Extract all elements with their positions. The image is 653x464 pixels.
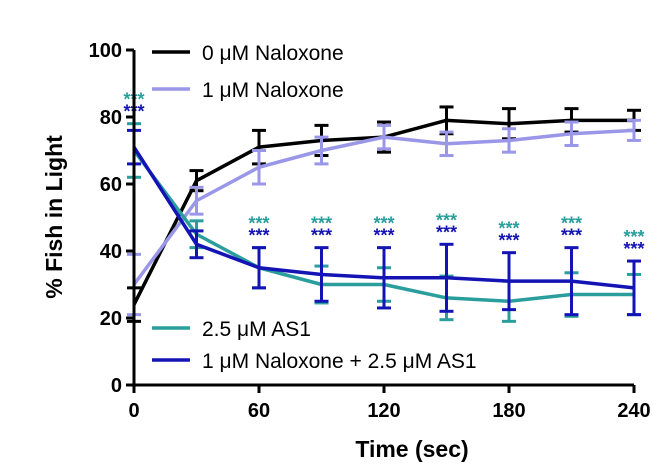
error-bar [377, 123, 391, 151]
error-bar [314, 246, 329, 303]
significance-layer: ****************** ************ **********… [123, 90, 644, 259]
error-bar [252, 149, 266, 186]
significance-marker-upper: *** [311, 214, 332, 234]
significance-marker-upper: *** [498, 219, 519, 239]
error-bar [502, 251, 516, 312]
significance-marker-lower: *** [436, 222, 457, 242]
y-axis-title: % Fish in Light [41, 135, 67, 299]
y-tick-label: 100 [89, 40, 122, 62]
error-bar [502, 127, 516, 154]
legend: 0 μM Naloxone 1 μM Naloxone 2.5 μM AS1 1 μM… [152, 42, 477, 373]
error-bar [189, 229, 204, 260]
error-bar [439, 130, 454, 158]
y-tick-label: 40 [100, 241, 122, 263]
legend-item-0: 0 μM Naloxone [152, 42, 344, 65]
legend-item-1: 1 μM Naloxone [152, 79, 344, 102]
legend-item-2: 2.5 μM AS1 [152, 318, 311, 341]
x-tick-label: 120 [367, 400, 400, 422]
error-bar [564, 120, 579, 147]
x-tick-label: 240 [617, 400, 650, 422]
significance-marker-upper: *** [623, 227, 644, 247]
error-bar [377, 246, 391, 310]
series-layer [127, 105, 641, 323]
y-tick-label: 20 [100, 308, 122, 330]
y-tick-label: 0 [111, 375, 122, 397]
significance-marker-upper: *** [561, 214, 582, 234]
error-bar [564, 246, 579, 317]
legend-item-3: 1 μM Naloxone + 2.5 μM AS1 [152, 350, 477, 373]
y-tick-label: 80 [100, 107, 122, 129]
tick-marks: 0 20 40 60 80 100 0 60 120 180 240 [89, 40, 651, 422]
error-bar [252, 246, 266, 290]
y-tick-label: 60 [100, 174, 122, 196]
significance-marker-upper: *** [436, 210, 457, 230]
error-bar [314, 135, 329, 166]
significance-marker-lower: *** [498, 231, 519, 251]
x-axis-title: Time (sec) [355, 436, 468, 462]
legend-label: 0 μM Naloxone [202, 42, 344, 65]
legend-label: 2.5 μM AS1 [202, 318, 311, 341]
error-bar [627, 259, 641, 317]
significance-marker-lower: *** [561, 226, 582, 246]
error-bar [189, 185, 204, 216]
significance-marker-upper: *** [373, 214, 394, 234]
x-tick-label: 60 [248, 400, 270, 422]
significance-marker-lower: *** [373, 226, 394, 246]
legend-label: 1 μM Naloxone + 2.5 μM AS1 [202, 350, 477, 373]
error-bar [627, 118, 641, 142]
x-tick-label: 180 [492, 400, 525, 422]
legend-label: 1 μM Naloxone [202, 79, 344, 102]
significance-marker-upper: *** [248, 214, 269, 234]
error-bar [439, 242, 454, 313]
significance-marker-lower: *** [248, 226, 269, 246]
significance-marker-lower: *** [623, 239, 644, 259]
significance-marker-lower: *** [311, 226, 332, 246]
x-tick-label: 0 [128, 400, 139, 422]
